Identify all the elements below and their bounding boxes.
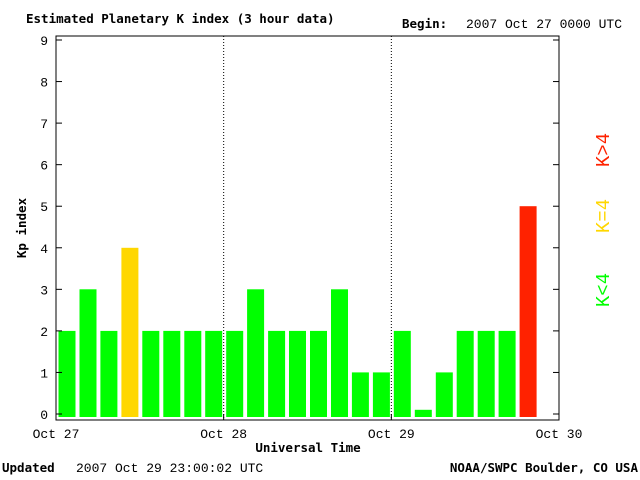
kp-bar [100, 330, 118, 417]
y-tick-label: 7 [40, 117, 48, 132]
kp-bar [435, 372, 453, 417]
kp-bar [372, 372, 390, 417]
legend-k-below-4: K<4 [593, 273, 615, 307]
y-tick-label: 3 [40, 283, 48, 298]
x-tick-label: Oct 27 [33, 427, 80, 442]
kp-bar [498, 330, 516, 417]
kp-bar [247, 289, 265, 417]
kp-bar [142, 330, 160, 417]
x-axis-label: Universal Time [255, 440, 361, 455]
kp-bar [477, 330, 495, 417]
kp-bar [310, 330, 327, 417]
kp-bar [163, 330, 181, 417]
x-axis-ticks: Oct 27 Oct 28 Oct 29 Oct 30 [33, 414, 583, 442]
kp-bar [268, 330, 286, 417]
kp-bar [121, 247, 139, 417]
kp-bar [519, 206, 537, 417]
kp-bar [456, 330, 474, 417]
source-credit: NOAA/SWPC Boulder, CO USA [450, 460, 639, 475]
y-tick-label: 1 [40, 366, 48, 381]
chart-title: Estimated Planetary K index (3 hour data… [26, 11, 335, 26]
kp-bar [393, 330, 411, 417]
legend-k-equals-4: K=4 [593, 199, 615, 233]
y-axis-ticks: 0 1 2 3 4 5 6 7 8 9 [40, 34, 559, 423]
x-tick-label: Oct 28 [200, 427, 247, 442]
x-tick-label: Oct 29 [368, 427, 415, 442]
plot-frame [55, 35, 560, 421]
kp-bar [289, 330, 306, 417]
y-tick-label: 0 [40, 408, 48, 423]
kp-bar [351, 372, 369, 417]
y-tick-label: 8 [40, 76, 48, 91]
y-tick-label: 4 [40, 242, 48, 257]
kp-bar [414, 409, 432, 417]
begin-value: 2007 Oct 27 0000 UTC [466, 17, 622, 32]
x-tick-label: Oct 30 [536, 427, 583, 442]
updated-value: 2007 Oct 29 23:00:02 UTC [76, 461, 263, 476]
day-separators [223, 36, 392, 420]
y-axis-label: Kp index [14, 197, 29, 258]
y-tick-label: 9 [40, 34, 48, 49]
begin-label: Begin: [402, 16, 447, 31]
kp-bar [184, 330, 202, 417]
kp-bar [205, 330, 223, 417]
bars [58, 206, 537, 417]
kp-bar [331, 289, 348, 417]
kp-bar [226, 330, 244, 417]
y-tick-label: 2 [40, 325, 48, 340]
kp-bar [58, 330, 76, 417]
updated-label: Updated [2, 460, 55, 475]
legend-k-above-4: K>4 [593, 133, 615, 167]
y-tick-label: 6 [40, 159, 48, 174]
y-tick-label: 5 [40, 200, 48, 215]
kp-bar [79, 289, 97, 417]
